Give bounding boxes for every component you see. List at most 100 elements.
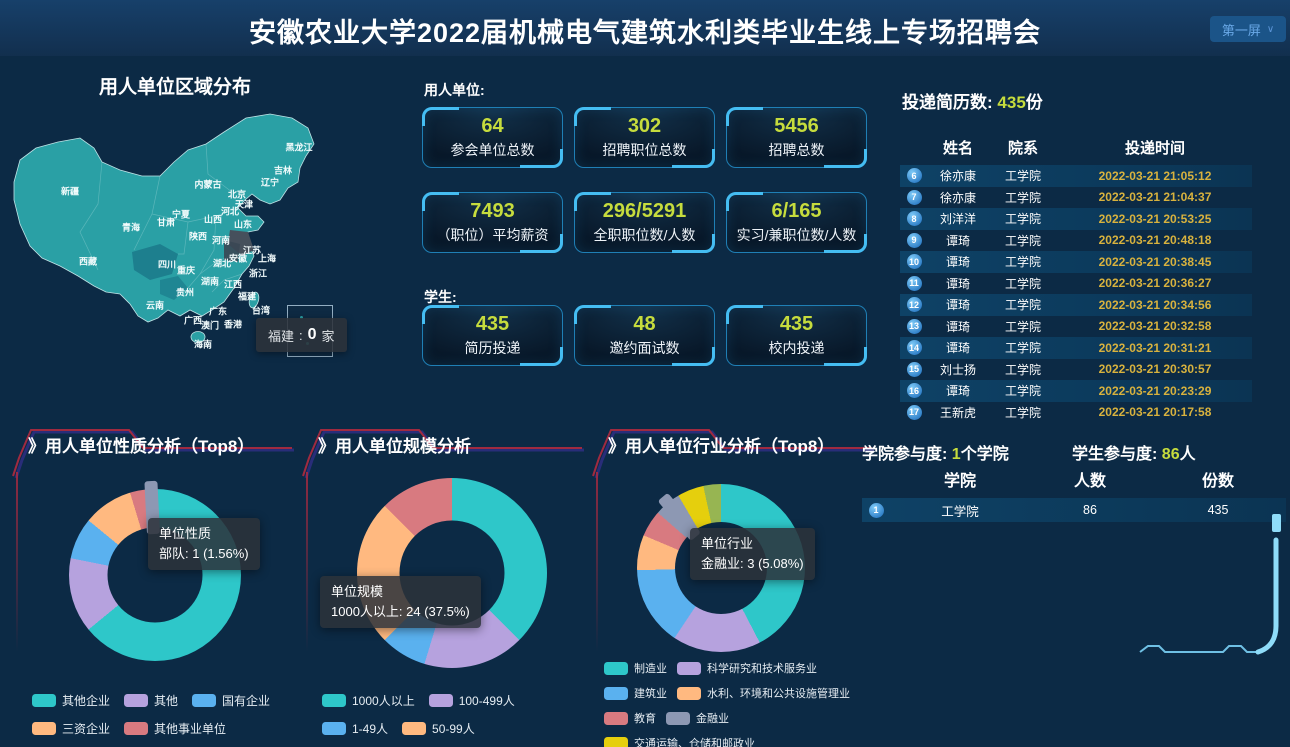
student-participation-value: 86 xyxy=(1161,446,1180,463)
legend-item[interactable]: 金融业 xyxy=(666,710,729,726)
screen-select-button[interactable]: 第一屏 ∨ xyxy=(1210,16,1286,42)
row-index-badge: 14 xyxy=(906,340,922,356)
resume-time: 2022-03-21 20:32:58 xyxy=(1098,319,1212,334)
province-sichuan[interactable] xyxy=(132,244,178,280)
resume-name: 徐亦康 xyxy=(939,190,976,205)
legend-color-chip xyxy=(322,694,346,707)
province-taiwan[interactable] xyxy=(248,291,261,309)
stat-label: 全职职位数/人数 xyxy=(593,227,696,243)
resume-count-value: 435 xyxy=(997,93,1026,112)
legend-item[interactable]: 100-499人 xyxy=(428,692,515,709)
resume-table-row: 9 谭琦 工学院 2022-03-21 20:48:18 xyxy=(900,230,1252,252)
row-index-badge: 8 xyxy=(906,211,922,227)
scale-panel-title: 》用人单位规模分析 xyxy=(318,437,471,456)
legend-label: 交通运输、仓储和邮政业 xyxy=(634,738,755,747)
stat-label: 参会单位总数 xyxy=(450,142,535,158)
legend-label: 1-49人 xyxy=(352,722,389,736)
resume-col-dept: 院系 xyxy=(1007,139,1038,157)
legend-item[interactable]: 1-49人 xyxy=(322,720,388,737)
legend-label: 50-99人 xyxy=(432,722,475,736)
screen-select-label: 第一屏 xyxy=(1221,22,1261,38)
college-table-body: 1 工学院 86 435 xyxy=(862,498,1286,522)
resume-count-prefix: 投递简历数: xyxy=(902,93,993,112)
stat-value: 6/165 xyxy=(771,200,822,222)
resume-name: 王新虎 xyxy=(939,405,976,420)
legend-color-chip xyxy=(666,711,690,725)
row-index-badge: 7 xyxy=(906,189,922,205)
tech-line-decoration xyxy=(1139,514,1281,655)
legend-item[interactable]: 水利、环境和公共设施管理业 xyxy=(677,685,850,701)
stat-value: 296/5291 xyxy=(602,200,687,222)
resume-name: 谭琦 xyxy=(945,298,970,313)
legend-item[interactable]: 交通运输、仓储和邮政业 xyxy=(604,735,755,747)
stat-value: 435 xyxy=(475,313,510,335)
legend-item[interactable]: 1000人以上 xyxy=(322,692,415,709)
legend-item[interactable]: 国有企业 xyxy=(192,692,270,709)
resume-name: 谭琦 xyxy=(945,276,970,291)
panel-corner-decoration xyxy=(592,429,874,479)
legend-color-chip xyxy=(32,722,56,735)
resume-table-row: 13 谭琦 工学院 2022-03-21 20:32:58 xyxy=(900,316,1252,338)
legend-item[interactable]: 建筑业 xyxy=(604,685,667,701)
legend-color-chip xyxy=(677,686,701,700)
student-participation-prefix: 学生参与度: xyxy=(1072,446,1158,463)
panel-corner-decoration xyxy=(302,429,584,479)
resume-name: 谭琦 xyxy=(945,384,970,399)
legend-label: 其他企业 xyxy=(62,694,111,708)
stat-card: 302 招聘职位总数 xyxy=(574,107,715,168)
legend-item[interactable]: 科学研究和技术服务业 xyxy=(677,660,817,676)
college-col-name: 学院 xyxy=(943,473,976,490)
legend-color-chip xyxy=(604,686,628,700)
legend-item[interactable]: 其他 xyxy=(124,692,178,709)
resume-name: 谭琦 xyxy=(945,341,970,356)
tooltip-series-name: 单位规模 xyxy=(331,584,384,599)
china-map-outline[interactable] xyxy=(13,113,315,323)
province-anhui[interactable] xyxy=(224,240,240,262)
student-stats-row: 435 简历投递 48 邀约面试数 435 校内投递 xyxy=(422,305,867,366)
legend-item[interactable]: 其他企业 xyxy=(32,692,110,709)
page-title: 安徽农业大学2022届机械电气建筑水利类毕业生线上专场招聘会 xyxy=(248,18,1042,48)
resume-count-unit: 份 xyxy=(1025,93,1043,112)
nature-chart-legend: 其他企业其他国有企业三资企业其他事业单位部队 xyxy=(32,692,288,747)
college-participation-value: 1 xyxy=(951,446,961,463)
legend-label: 其他 xyxy=(154,694,179,708)
stat-card: 7493 （职位）平均薪资 xyxy=(422,192,563,253)
scale-donut-chart[interactable] xyxy=(357,478,547,668)
legend-label: 100-499人 xyxy=(458,694,515,708)
legend-item[interactable]: 50-99人 xyxy=(402,720,475,737)
nature-donut-chart[interactable] xyxy=(69,480,241,661)
legend-item[interactable]: 其他事业单位 xyxy=(124,720,226,737)
row-index-badge: 1 xyxy=(868,502,884,518)
resume-dept: 工学院 xyxy=(1004,384,1041,399)
stat-label: 邀约面试数 xyxy=(609,340,680,356)
resume-dept: 工学院 xyxy=(1004,255,1041,270)
resume-dept: 工学院 xyxy=(1004,212,1041,227)
tooltip-unit: 家 xyxy=(321,328,335,344)
stat-card: 48 邀约面试数 xyxy=(574,305,715,366)
resume-time: 2022-03-21 20:17:58 xyxy=(1098,405,1212,420)
legend-color-chip xyxy=(604,661,628,675)
resume-time: 2022-03-21 20:38:45 xyxy=(1098,254,1212,269)
legend-item[interactable]: 制造业 xyxy=(604,660,667,676)
resume-dept: 工学院 xyxy=(1004,233,1041,248)
china-map[interactable] xyxy=(2,104,347,354)
province-hainan[interactable] xyxy=(190,331,206,343)
map-panel-title: 用人单位区域分布 xyxy=(98,77,251,98)
legend-label: 其他事业单位 xyxy=(154,722,227,736)
college-col-copies: 份数 xyxy=(1201,473,1234,490)
legend-label: 国有企业 xyxy=(222,694,271,708)
stat-value: 302 xyxy=(627,115,662,137)
resume-time: 2022-03-21 20:48:18 xyxy=(1098,233,1212,248)
row-index-badge: 12 xyxy=(906,297,922,313)
legend-item[interactable]: 教育 xyxy=(604,710,656,726)
legend-item[interactable]: 三资企业 xyxy=(32,720,110,737)
tooltip-datapoint: 1000人以上: 24 (37.5%) xyxy=(331,604,470,620)
province-guizhou[interactable] xyxy=(160,276,188,300)
resume-table-row: 11 谭琦 工学院 2022-03-21 20:36:27 xyxy=(900,273,1252,295)
stat-label: 招聘总数 xyxy=(768,142,825,158)
island-dot xyxy=(300,316,303,319)
resume-table-row: 8 刘洋洋 工学院 2022-03-21 20:53:25 xyxy=(900,208,1252,230)
resume-table-header: 姓名 院系 投递时间 xyxy=(900,134,1252,160)
stat-label: 校内投递 xyxy=(768,340,825,356)
